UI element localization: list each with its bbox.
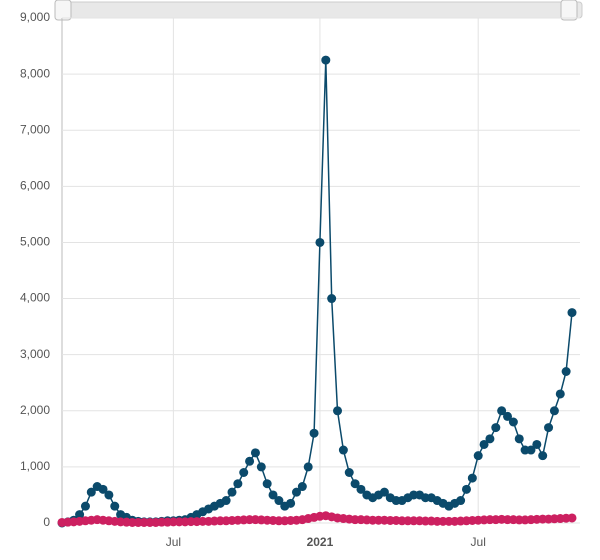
x-tick-label: Jul <box>471 535 486 549</box>
data-point <box>245 456 255 466</box>
data-point <box>110 501 120 511</box>
data-point <box>497 406 507 416</box>
scroll-handle-right[interactable] <box>560 0 578 21</box>
data-point <box>491 423 501 433</box>
data-point <box>303 462 313 472</box>
data-point <box>526 445 536 455</box>
scroll-handle-left[interactable] <box>54 0 72 21</box>
data-point <box>338 445 348 455</box>
data-point <box>75 510 85 520</box>
data-point <box>479 439 489 449</box>
y-tick-label: 3,000 <box>20 347 50 361</box>
data-point <box>256 462 266 472</box>
data-point <box>221 496 231 506</box>
scrollbar[interactable] <box>61 1 583 19</box>
data-point <box>315 237 325 247</box>
data-point <box>291 487 301 497</box>
data-point <box>356 484 366 494</box>
y-tick-label: 2,000 <box>20 403 50 417</box>
data-point <box>379 487 389 497</box>
data-point <box>286 498 296 508</box>
data-point <box>514 434 524 444</box>
y-tick-label: 4,000 <box>20 291 50 305</box>
data-point <box>262 479 272 489</box>
data-point <box>268 490 278 500</box>
data-point <box>473 451 483 461</box>
data-point <box>567 308 577 318</box>
series-line <box>61 60 573 524</box>
data-point <box>549 406 559 416</box>
data-point <box>321 55 331 65</box>
y-tick-label: 7,000 <box>20 122 50 136</box>
y-tick-label: 5,000 <box>20 235 50 249</box>
x-tick-label: 2021 <box>307 535 334 549</box>
data-point <box>297 482 307 492</box>
data-point <box>250 448 260 458</box>
data-point <box>508 417 518 427</box>
y-tick-label: 1,000 <box>20 459 50 473</box>
data-point <box>350 479 360 489</box>
data-point <box>467 473 477 483</box>
data-point <box>239 468 249 477</box>
y-tick-label: 6,000 <box>20 179 50 193</box>
data-point <box>532 439 542 449</box>
y-tick-label: 8,000 <box>20 66 50 80</box>
data-point <box>274 496 284 506</box>
data-point <box>80 501 90 511</box>
data-point <box>344 468 354 477</box>
data-point <box>86 487 96 497</box>
y-tick-label: 0 <box>43 515 50 529</box>
data-point <box>544 423 554 433</box>
data-point <box>98 484 108 494</box>
data-point <box>461 484 471 494</box>
data-point <box>104 490 114 500</box>
data-point <box>327 294 337 304</box>
data-point <box>567 513 577 523</box>
x-tick-label: Jul <box>166 535 181 549</box>
data-point <box>555 389 565 399</box>
data-point <box>233 479 243 489</box>
data-point <box>503 411 513 421</box>
data-point <box>561 367 571 376</box>
data-point <box>309 428 319 438</box>
data-point <box>456 496 466 506</box>
data-point <box>227 487 237 497</box>
data-point <box>538 451 548 461</box>
data-point <box>333 406 343 416</box>
y-tick-label: 9,000 <box>20 10 50 24</box>
data-point <box>485 434 495 444</box>
